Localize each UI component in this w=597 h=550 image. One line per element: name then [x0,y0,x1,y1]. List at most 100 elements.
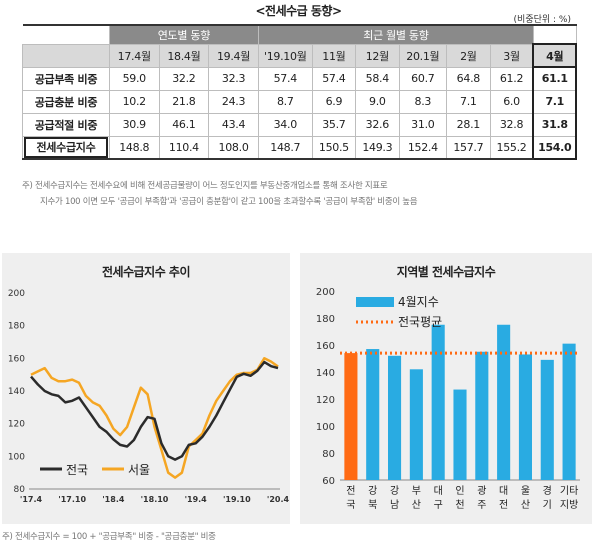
table-note: 주) 전세수급지수는 전세수요에 비해 전세공급물량이 어느 정도인지를 부동산… [22,178,418,210]
table-cell: 60.7 [398,66,448,91]
y-tick-label: 120 [8,420,25,430]
x-tick-label: '19.10 [223,495,251,504]
table-note-line: 지수가 100 이면 모두 '공급이 부족함'과 '공급이 충분함'이 같고 1… [40,197,418,207]
col-header-current: 4월 [532,43,577,68]
table-note-line: 주) 전세수급지수는 전세수요에 비해 전세공급물량이 어느 정도인지를 부동산… [22,181,388,191]
table-cell: 32.2 [158,66,210,91]
x-tick-label: 울 [521,485,530,497]
x-tick-label: '18.10 [141,495,169,504]
bar [562,343,576,480]
x-tick-label: 산 [412,499,421,511]
row-label: 공급부족 비중 [22,66,110,91]
table-cell: 24.3 [208,89,259,114]
bar [431,324,445,480]
table-cell: 43.4 [208,112,259,137]
blank-top-cell [532,24,577,45]
y-tick-label: 180 [316,314,335,325]
table-cell: 64.8 [446,66,491,91]
bar [518,354,532,480]
plot-area [29,293,280,489]
table-cell: 58.4 [355,66,400,91]
y-tick-label: 80 [322,449,335,460]
trend-chart-title: 전세수급지수 추이 [102,265,191,279]
regional-bar-chart: 6080100120140160180200전국강북강남부산대구인천광주대전울산… [316,287,580,511]
x-tick-label: 천 [455,499,464,511]
col-header: 12월 [355,43,400,68]
table-cell: 152.4 [398,135,448,160]
table-cell: 7.1 [446,89,491,114]
y-tick-label: 120 [316,395,335,406]
legend-label: 전국평균 [398,315,442,329]
y-tick-label: 200 [8,289,25,299]
x-tick-label: 강 [390,485,399,497]
trend-chart-panel: 전세수급지수 추이 80 100 120 140 160 180 200 '17.4 '17.1… [2,253,290,524]
x-tick-label: '17.10 [58,495,86,504]
table-cell: 32.8 [489,112,534,137]
table-cell: 150.5 [311,135,357,160]
group-monthly: 최근 월별 동향 [257,24,534,45]
column-header-row: 17.4월 18.4월 19.4월 '19.10월 11월 12월 20.1월 … [22,43,577,68]
col-header: 3월 [489,43,534,68]
table-cell: 9.0 [355,89,400,114]
x-tick-label: 산 [521,499,530,511]
x-tick-label: '19.4 [185,495,208,504]
table-cell: 148.7 [257,135,313,160]
col-header: 20.1월 [398,43,448,68]
col-header: '19.10월 [257,43,313,68]
y-tick-label: 100 [8,452,25,462]
regional-chart-title: 지역별 전세수급지수 [396,265,496,279]
bar [453,389,467,480]
y-tick-label: 80 [14,485,26,495]
col-header: 18.4월 [158,43,210,68]
x-tick-label: 전 [499,499,508,511]
y-tick-label: 180 [8,322,25,332]
row-label: 공급충분 비중 [22,89,110,114]
corner-cell [22,24,110,45]
table-cell: 61.2 [489,66,534,91]
table-cell-current: 31.8 [532,112,577,137]
row-label: 전세수급지수 [22,135,110,160]
group-header-row: 연도별 동향 최근 월별 동향 [22,24,577,45]
table-cell: 34.0 [257,112,313,137]
x-tick-label: 주 [477,500,486,511]
table-cell: 157.7 [446,135,491,160]
table-cell: 110.4 [158,135,210,160]
x-tick-label: 대 [499,485,508,497]
table-cell: 10.2 [108,89,160,114]
x-tick-label: 기타 [560,485,578,497]
table-cell: 108.0 [208,135,259,160]
col-header: 17.4월 [108,43,160,68]
bar [475,351,489,480]
x-tick-label: 국 [346,499,355,511]
table-cell: 21.8 [158,89,210,114]
table-cell-current: 61.1 [532,66,577,91]
y-tick-label: 200 [316,287,335,298]
table-cell: 35.7 [311,112,357,137]
table-cell: 6.0 [489,89,534,114]
col-header: 2월 [446,43,491,68]
col-header: 11월 [311,43,357,68]
bar [497,324,511,480]
bar-national [344,353,358,480]
table-cell-current: 7.1 [532,89,577,114]
y-tick-label: 140 [8,387,25,397]
corner-cell-2 [22,43,110,68]
table-cell: 46.1 [158,112,210,137]
table-title: <전세수급 동향> [255,4,342,18]
x-tick-label: 경 [543,484,552,497]
bar [388,355,402,480]
regional-chart-panel: 지역별 전세수급지수 60 80 100 120 140 160 180 200 전 국 강 북 강 남 부… [300,253,592,524]
table-cell-current: 154.0 [532,135,577,160]
series-line-seoul [30,357,279,479]
unit-label: (비중단위 : %) [513,15,571,25]
series-line-national [30,360,279,461]
table-row: 전세수급지수 148.8 110.4 108.0 148.7 150.5 149… [22,135,577,160]
bar [540,359,554,480]
table-cell: 149.3 [355,135,400,160]
table-cell: 6.9 [311,89,357,114]
legend-swatch [356,297,394,307]
table-row: 공급충분 비중 10.2 21.8 24.3 8.7 6.9 9.0 8.3 7… [22,89,577,114]
table-cell: 31.0 [398,112,448,137]
table-cell: 28.1 [446,112,491,137]
x-tick-label: 대 [434,485,443,497]
